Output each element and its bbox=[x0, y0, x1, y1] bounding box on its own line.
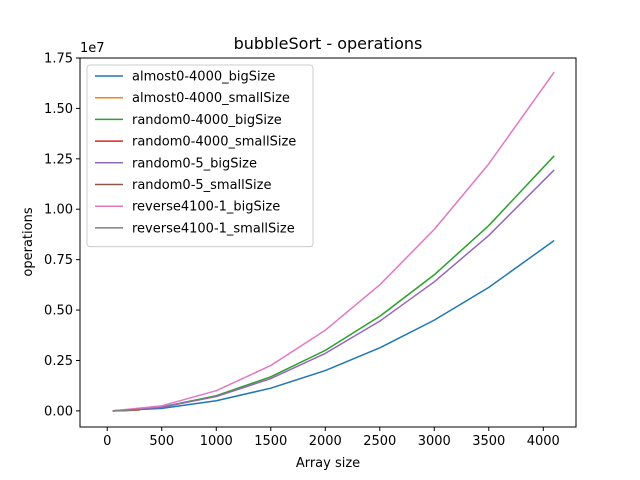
legend-entry-label: reverse4100-1_smallSize bbox=[132, 221, 295, 236]
legend-entry-label: almost0-4000_bigSize bbox=[132, 70, 275, 85]
series-line-reverse4100-1_bigSize bbox=[112, 71, 555, 412]
legend-box bbox=[86, 64, 314, 248]
legend-entry-label: random0-5_bigSize bbox=[132, 156, 257, 171]
legend: almost0-4000_bigSize almost0-4000_smallSi… bbox=[86, 64, 314, 248]
x-tick-label: 1500 bbox=[254, 434, 287, 449]
series-line-random0-5_bigSize bbox=[112, 169, 555, 412]
x-tick-label: 3000 bbox=[418, 434, 451, 449]
y-tick-label: 1.50 bbox=[44, 102, 73, 117]
y-axis-multiplier-label: 1e7 bbox=[80, 41, 105, 56]
x-tick-label: 0 bbox=[103, 434, 111, 449]
y-axis-label: operations bbox=[21, 207, 36, 276]
y-tick-label: 1.00 bbox=[44, 203, 73, 218]
plot-area-frame bbox=[79, 57, 577, 428]
x-axis-ticks: 0 500 1000 1500 2000 2500 3000 3500 4000 bbox=[103, 427, 560, 449]
x-tick-label: 4000 bbox=[527, 434, 560, 449]
legend-entry-label: reverse4100-1_bigSize bbox=[132, 200, 280, 215]
legend-entry-label: almost0-4000_smallSize bbox=[132, 91, 290, 106]
x-axis-label: Array size bbox=[296, 456, 360, 471]
y-tick-label: 0.75 bbox=[44, 253, 73, 268]
y-tick-label: 0.25 bbox=[44, 354, 73, 369]
x-tick-label: 2000 bbox=[309, 434, 342, 449]
series-line-almost0-4000_bigSize bbox=[112, 239, 555, 412]
y-tick-label: 0.00 bbox=[44, 404, 73, 419]
y-axis-ticks: 0.00 0.25 0.50 0.75 1.00 1.25 1.50 1.75 bbox=[44, 52, 80, 419]
y-tick-label: 0.50 bbox=[44, 304, 73, 319]
x-tick-label: 1000 bbox=[200, 434, 233, 449]
y-tick-label: 1.75 bbox=[44, 52, 73, 67]
legend-entry-label: random0-5_smallSize bbox=[132, 178, 271, 193]
plot-lines bbox=[112, 71, 555, 412]
series-line-reverse4100-1_smallSize bbox=[112, 408, 141, 412]
x-tick-label: 3500 bbox=[472, 434, 505, 449]
x-tick-label: 2500 bbox=[363, 434, 396, 449]
x-tick-label: 500 bbox=[149, 434, 174, 449]
chart-title: bubbleSort - operations bbox=[234, 34, 423, 53]
y-tick-label: 1.25 bbox=[44, 152, 73, 167]
legend-entry-label: random0-4000_bigSize bbox=[132, 113, 282, 128]
legend-entry-label: random0-4000_smallSize bbox=[132, 135, 296, 150]
